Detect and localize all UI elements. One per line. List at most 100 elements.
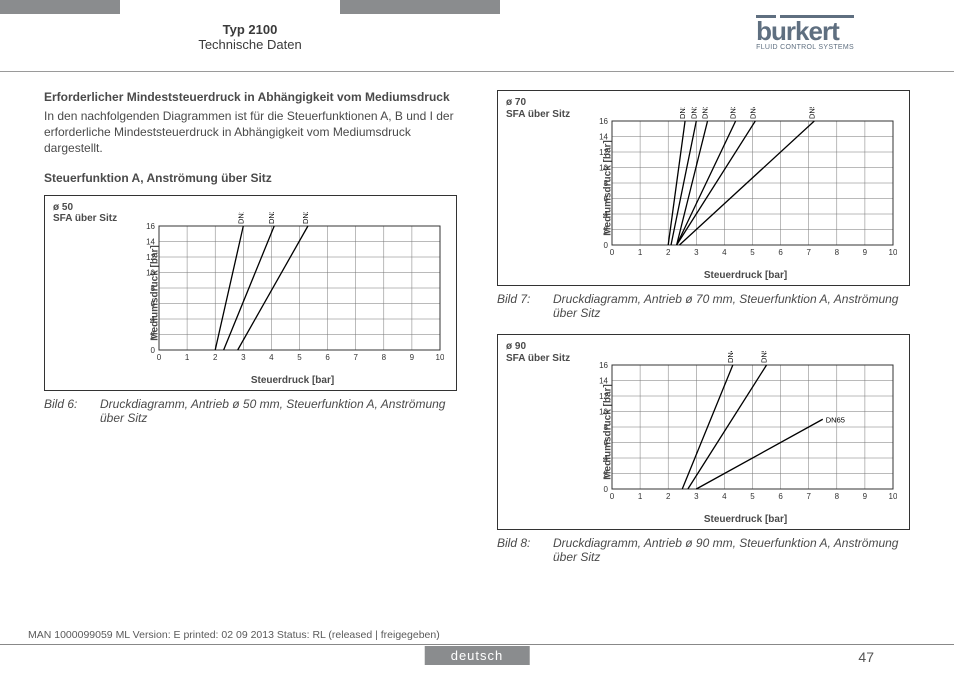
chart-50-xlabel: Steuerdruck [bar] <box>141 375 444 386</box>
svg-text:8: 8 <box>835 248 840 257</box>
intro-body: In den nachfolgenden Diagrammen ist für … <box>44 108 457 157</box>
left-column: Erforderlicher Mindeststeuerdruck in Abh… <box>44 90 457 623</box>
svg-text:3: 3 <box>694 248 699 257</box>
svg-text:4: 4 <box>604 210 609 219</box>
svg-text:10: 10 <box>146 268 155 277</box>
svg-text:0: 0 <box>157 353 162 362</box>
svg-text:6: 6 <box>325 353 330 362</box>
logo-wordmark: burkert <box>756 20 854 43</box>
svg-text:DN50: DN50 <box>807 107 816 119</box>
svg-text:7: 7 <box>353 353 358 362</box>
chart-50-plot: 0123456789100246810121416DN15DN20DN25 <box>141 212 444 364</box>
svg-text:10: 10 <box>599 164 608 173</box>
svg-text:4: 4 <box>722 492 727 501</box>
svg-text:2: 2 <box>213 353 218 362</box>
chart-70-plot: 0123456789100246810121416DN15DN20DN25DN3… <box>594 107 897 259</box>
svg-text:DN50: DN50 <box>760 351 769 363</box>
chart-70-caption: Bild 7: Druckdiagramm, Antrieb ø 70 mm, … <box>497 292 910 320</box>
svg-text:7: 7 <box>806 248 811 257</box>
svg-text:0: 0 <box>604 241 609 250</box>
right-column: ø 70 SFA über Sitz Mediumsdruck [bar] 01… <box>497 90 910 623</box>
svg-text:16: 16 <box>599 361 608 370</box>
svg-text:1: 1 <box>185 353 190 362</box>
svg-text:DN25: DN25 <box>301 212 310 224</box>
svg-text:8: 8 <box>604 423 609 432</box>
svg-text:2: 2 <box>666 492 671 501</box>
svg-text:4: 4 <box>722 248 727 257</box>
svg-text:10: 10 <box>436 353 444 362</box>
chart-90-xlabel: Steuerdruck [bar] <box>594 514 897 525</box>
chart-90-box: ø 90 SFA über Sitz Mediumsdruck [bar] 01… <box>497 334 910 530</box>
doc-type: Typ 2100 <box>160 22 340 37</box>
svg-text:DN40: DN40 <box>726 351 735 363</box>
chart-90-caption: Bild 8: Druckdiagramm, Antrieb ø 90 mm, … <box>497 536 910 564</box>
svg-text:DN32: DN32 <box>729 107 738 119</box>
svg-text:5: 5 <box>750 492 755 501</box>
doc-subtitle: Technische Daten <box>160 37 340 52</box>
svg-text:7: 7 <box>806 492 811 501</box>
svg-text:1: 1 <box>638 248 643 257</box>
svg-text:DN65: DN65 <box>826 415 845 424</box>
footer-rule <box>0 644 954 645</box>
svg-text:DN40: DN40 <box>748 107 757 119</box>
content: Erforderlicher Mindeststeuerdruck in Abh… <box>44 90 910 623</box>
chart-50-caption: Bild 6: Druckdiagramm, Antrieb ø 50 mm, … <box>44 397 457 425</box>
svg-text:12: 12 <box>599 392 608 401</box>
svg-text:12: 12 <box>146 253 155 262</box>
svg-text:DN20: DN20 <box>267 212 276 224</box>
svg-text:0: 0 <box>610 248 615 257</box>
svg-text:14: 14 <box>146 237 155 246</box>
svg-text:10: 10 <box>889 492 897 501</box>
header-title-block: Typ 2100 Technische Daten <box>160 22 340 52</box>
page-number: 47 <box>858 649 874 665</box>
svg-text:9: 9 <box>863 248 868 257</box>
chart-90-plot: 0123456789100246810121416DN40DN50DN65 <box>594 351 897 503</box>
svg-text:12: 12 <box>599 148 608 157</box>
svg-text:2: 2 <box>666 248 671 257</box>
chart-70-xlabel: Steuerdruck [bar] <box>594 270 897 281</box>
svg-text:6: 6 <box>604 439 609 448</box>
intro-heading: Erforderlicher Mindeststeuerdruck in Abh… <box>44 90 457 104</box>
svg-text:DN25: DN25 <box>701 107 710 119</box>
chart-50-box: ø 50 SFA über Sitz Mediumsdruck [bar] 01… <box>44 195 457 391</box>
svg-text:6: 6 <box>778 248 783 257</box>
logo: burkert FLUID CONTROL SYSTEMS <box>756 20 854 51</box>
svg-text:10: 10 <box>599 408 608 417</box>
language-tab: deutsch <box>425 646 530 665</box>
svg-text:16: 16 <box>599 117 608 126</box>
svg-text:8: 8 <box>604 179 609 188</box>
svg-text:9: 9 <box>410 353 415 362</box>
svg-text:6: 6 <box>604 195 609 204</box>
svg-text:14: 14 <box>599 133 608 142</box>
page-header: Typ 2100 Technische Daten burkert FLUID … <box>0 18 954 72</box>
svg-text:3: 3 <box>694 492 699 501</box>
section-a-heading: Steuerfunktion A, Anströmung über Sitz <box>44 171 457 185</box>
svg-text:5: 5 <box>750 248 755 257</box>
svg-text:8: 8 <box>835 492 840 501</box>
svg-text:2: 2 <box>604 470 609 479</box>
chart-70-box: ø 70 SFA über Sitz Mediumsdruck [bar] 01… <box>497 90 910 286</box>
svg-text:0: 0 <box>151 346 156 355</box>
svg-text:3: 3 <box>241 353 246 362</box>
svg-text:DN20: DN20 <box>689 107 698 119</box>
svg-text:8: 8 <box>151 284 156 293</box>
svg-text:14: 14 <box>599 377 608 386</box>
svg-text:0: 0 <box>604 485 609 494</box>
svg-text:DN15: DN15 <box>678 107 687 119</box>
svg-text:4: 4 <box>151 315 156 324</box>
svg-text:1: 1 <box>638 492 643 501</box>
svg-text:10: 10 <box>889 248 897 257</box>
svg-text:6: 6 <box>151 299 156 308</box>
svg-text:2: 2 <box>151 330 156 339</box>
svg-text:4: 4 <box>604 454 609 463</box>
svg-text:5: 5 <box>297 353 302 362</box>
svg-text:0: 0 <box>610 492 615 501</box>
svg-text:4: 4 <box>269 353 274 362</box>
svg-text:16: 16 <box>146 222 155 231</box>
svg-text:6: 6 <box>778 492 783 501</box>
svg-text:8: 8 <box>382 353 387 362</box>
footer-meta: MAN 1000099059 ML Version: E printed: 02… <box>28 629 440 641</box>
svg-text:9: 9 <box>863 492 868 501</box>
svg-text:DN15: DN15 <box>236 212 245 224</box>
svg-text:2: 2 <box>604 226 609 235</box>
